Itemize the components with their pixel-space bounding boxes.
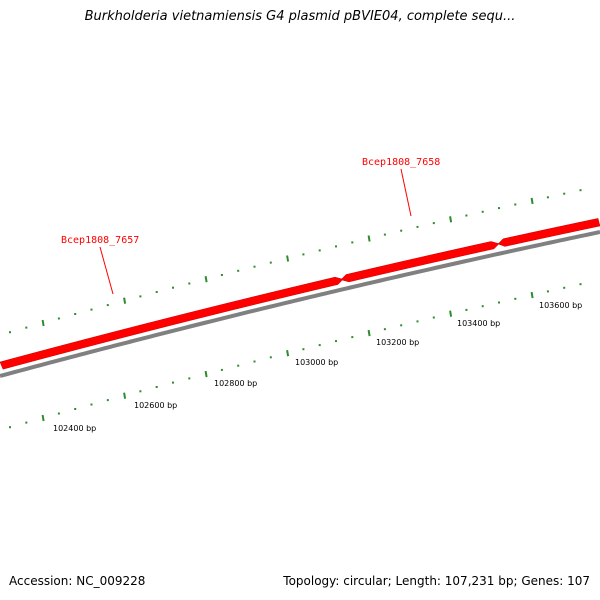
bp-tick-label: 103200 bp	[376, 338, 419, 347]
major-tick	[286, 255, 290, 262]
major-tick	[449, 216, 453, 223]
outer-tick-ring	[9, 189, 582, 334]
gene-label[interactable]: Bcep1808_7658	[362, 157, 440, 168]
major-tick	[41, 319, 45, 327]
map-title: Burkholderia vietnamiensis G4 plasmid pB…	[84, 9, 516, 24]
bp-tick-label: 103600 bp	[539, 301, 582, 310]
major-tick	[530, 197, 534, 205]
major-tick	[41, 414, 45, 422]
major-tick	[123, 392, 127, 399]
inner-tick-ring	[9, 283, 582, 429]
major-tick	[530, 291, 534, 299]
major-tick	[367, 235, 371, 242]
major-tick	[286, 350, 290, 357]
gene-arrow[interactable]	[497, 218, 600, 247]
accession-text: Accession: NC_009228	[9, 574, 146, 588]
sequence-backbone	[0, 230, 600, 378]
major-tick	[204, 276, 208, 283]
major-tick	[367, 329, 371, 337]
major-tick	[449, 310, 453, 317]
gene-label-leader	[99, 246, 114, 295]
major-tick	[123, 297, 127, 304]
bp-tick-label: 102800 bp	[214, 379, 257, 388]
major-tick	[204, 370, 208, 378]
bp-tick-label: 102400 bp	[53, 424, 96, 433]
gene-label[interactable]: Bcep1808_7657	[61, 235, 139, 246]
bp-tick-label: 102600 bp	[134, 401, 177, 410]
gene-arrow[interactable]	[340, 241, 500, 283]
gene-arrow[interactable]	[0, 276, 344, 370]
bp-tick-label: 103000 bp	[295, 358, 338, 367]
map-summary-text: Topology: circular; Length: 107,231 bp; …	[283, 574, 590, 588]
bp-tick-label: 103400 bp	[457, 319, 500, 328]
gene-label-leader	[400, 168, 412, 217]
